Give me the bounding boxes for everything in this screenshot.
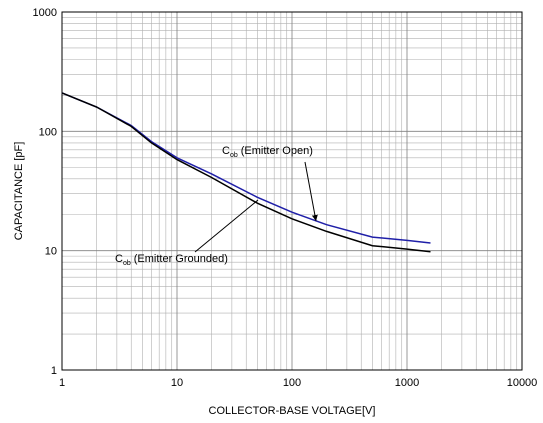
annotation-line [304, 161, 318, 222]
x-axis-label: COLLECTOR-BASE VOLTAGE[V] [209, 405, 376, 417]
annotation: Cob (Emitter Open) [222, 145, 313, 159]
annotation-rest: (Emitter Open) [241, 145, 313, 157]
x-tick-label: 100 [283, 377, 301, 389]
annotation: Cob (Emitter Grounded) [115, 253, 228, 267]
y-axis-label: CAPACITANCE [pF] [13, 142, 25, 241]
plot-frame [61, 11, 523, 371]
annotation-rest: (Emitter Grounded) [134, 253, 228, 265]
y-tick-label: 10 [45, 246, 57, 258]
y-tick-label: 1000 [33, 7, 57, 19]
x-tick-label: 10 [171, 377, 183, 389]
x-tick-label: 1000 [395, 377, 419, 389]
annotation-main: C [115, 253, 123, 265]
annotation-main: C [222, 145, 230, 157]
annotation-sub: ob [123, 260, 131, 267]
annotation-sub: ob [230, 152, 238, 159]
x-tick-label: 1 [59, 377, 65, 389]
annotation-line [194, 199, 259, 253]
y-tick-label: 1 [51, 365, 57, 377]
x-tick-label: 10000 [507, 377, 538, 389]
y-tick-label: 100 [39, 126, 57, 138]
line-series [61, 92, 431, 253]
